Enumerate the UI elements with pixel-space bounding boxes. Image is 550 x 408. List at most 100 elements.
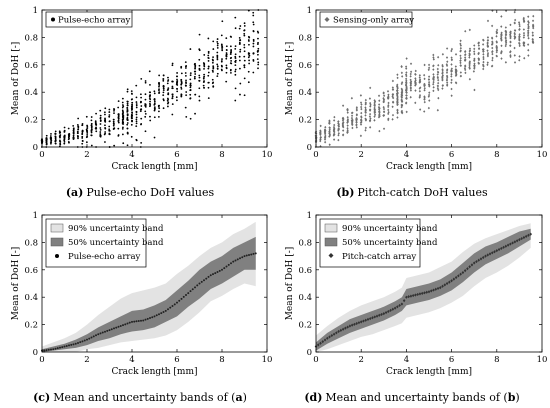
panel-a-point-38 xyxy=(50,142,52,145)
panel-b-point-410 xyxy=(414,78,417,82)
panel-b-point-354 xyxy=(400,95,403,99)
panel-b-point-300 xyxy=(396,76,399,80)
panel-b-point-691 xyxy=(491,24,494,28)
panel-b-point-260 xyxy=(387,93,390,97)
panel-d-caption-ref: b xyxy=(508,391,516,404)
panel-a-point-741 xyxy=(229,62,232,65)
panel-a-point-336 xyxy=(126,122,129,124)
panel-b-point-115 xyxy=(346,115,349,119)
panel-a-point-95 xyxy=(63,136,66,139)
panel-a-point-829 xyxy=(257,61,260,64)
panel-a-point-297 xyxy=(121,133,124,136)
panel-a-point-627 xyxy=(198,76,201,79)
panel-c-mean-point-70 xyxy=(198,282,201,285)
panel-b-point-803 xyxy=(522,28,525,31)
panel-a-point-63 xyxy=(54,132,57,135)
panel-a-point-423 xyxy=(144,130,147,133)
panel-a-point-823 xyxy=(257,37,259,40)
panel-b-xlabel: Crack length [mm] xyxy=(386,162,472,172)
panel-a-point-681 xyxy=(216,63,219,66)
panel-d-mean-point-77 xyxy=(488,252,492,256)
panel-d-ytick-label-4: 0.8 xyxy=(298,238,312,248)
panel-a-point-267 xyxy=(112,128,115,130)
panel-b-point-29 xyxy=(319,130,322,134)
panel-d-mean-point-94 xyxy=(527,233,530,237)
panel-b-point-120 xyxy=(346,124,349,127)
panel-b-point-197 xyxy=(368,112,372,116)
panel-a-point-234 xyxy=(104,126,107,129)
panel-a-point-620 xyxy=(198,99,201,102)
panel-b-point-776 xyxy=(518,55,521,58)
panel-a-point-749 xyxy=(234,70,237,73)
panel-a-point-74 xyxy=(59,142,62,145)
panel-c-mean-point-83 xyxy=(227,263,230,266)
panel-a-point-704 xyxy=(221,49,224,52)
panel-b-point-788 xyxy=(518,44,521,48)
panel-c-ytick-label-2: 0.4 xyxy=(24,293,38,303)
panel-b-point-511 xyxy=(441,65,444,68)
panel-a-point-304 xyxy=(122,126,124,129)
panel-d-mean-point-80 xyxy=(495,249,499,253)
panel-b-point-613 xyxy=(468,47,472,51)
panel-d-xtick-label-4: 8 xyxy=(494,355,499,365)
panel-a-point-482 xyxy=(158,88,160,91)
panel-a-point-206 xyxy=(94,120,97,123)
panel-b-point-283 xyxy=(392,96,395,100)
panel-a-point-769 xyxy=(239,67,241,70)
panel-b-point-587 xyxy=(464,68,467,72)
panel-b-point-267 xyxy=(386,96,390,99)
panel-c-mean-point-55 xyxy=(164,309,167,312)
panel-a-frame xyxy=(41,9,268,148)
panel-d-mean-point-24 xyxy=(368,316,372,321)
panel-b-point-282 xyxy=(391,95,394,98)
panel-b-point-836 xyxy=(532,14,535,18)
panel-d-mean-point-95 xyxy=(529,232,532,236)
panel-a-point-682 xyxy=(216,75,219,78)
panel-a-point-815 xyxy=(252,30,255,32)
panel-b-point-702 xyxy=(495,41,498,44)
panel-a-point-302 xyxy=(121,97,124,100)
panel-b-point-729 xyxy=(504,26,507,29)
panel-b-point-706 xyxy=(495,31,499,34)
panel-a-point-325 xyxy=(126,123,129,126)
panel-b-point-801 xyxy=(522,16,525,20)
panel-a-point-181 xyxy=(90,119,93,122)
panel-b-point-387 xyxy=(405,96,408,100)
panel-b-point-485 xyxy=(432,89,435,93)
panel-a-point-477 xyxy=(158,85,160,88)
panel-b-point-789 xyxy=(518,22,521,26)
panel-a-point-152 xyxy=(81,139,84,142)
panel-b-point-482 xyxy=(432,64,435,67)
panel-b-point-141 xyxy=(351,126,354,130)
panel-a-point-739 xyxy=(229,53,232,56)
panel-b-point-639 xyxy=(477,41,480,45)
panel-b-point-367 xyxy=(405,57,408,60)
panel-b-point-496 xyxy=(436,76,439,80)
panel-a-point-836 xyxy=(256,51,259,53)
panel-b-point-579 xyxy=(459,59,462,62)
panel-b-legend-box xyxy=(319,11,413,28)
panel-a-point-175 xyxy=(86,127,89,129)
panel-a-point-509 xyxy=(167,76,169,79)
panel-a-caption-label: (a) xyxy=(66,186,84,199)
panel-b-point-287 xyxy=(391,113,395,117)
panel-d-mean-point-93 xyxy=(524,234,528,238)
panel-b-point-99 xyxy=(341,104,345,107)
panel-a-point-676 xyxy=(211,61,214,64)
panel-c-mean-point-57 xyxy=(169,306,172,309)
panel-b-point-477 xyxy=(432,78,435,82)
panel-a-ytick-label-1: 0.2 xyxy=(24,116,38,126)
panel-a-point-650 xyxy=(207,67,210,70)
panel-a-point-276 xyxy=(117,121,120,124)
panel-c-mean-point-72 xyxy=(203,279,205,282)
panel-a-point-763 xyxy=(238,55,241,58)
panel-b-point-58 xyxy=(328,126,331,129)
panel-a-point-556 xyxy=(180,65,183,68)
panel-a-point-34 xyxy=(49,135,52,137)
panel-b-point-234 xyxy=(378,109,381,113)
panel-a-point-418 xyxy=(140,141,143,144)
panel-a-point-641 xyxy=(203,54,206,56)
panel-c-mean-point-17 xyxy=(79,341,82,344)
panel-a-point-459 xyxy=(153,136,156,139)
panel-b-legend-label: Sensing-only array xyxy=(333,16,414,26)
